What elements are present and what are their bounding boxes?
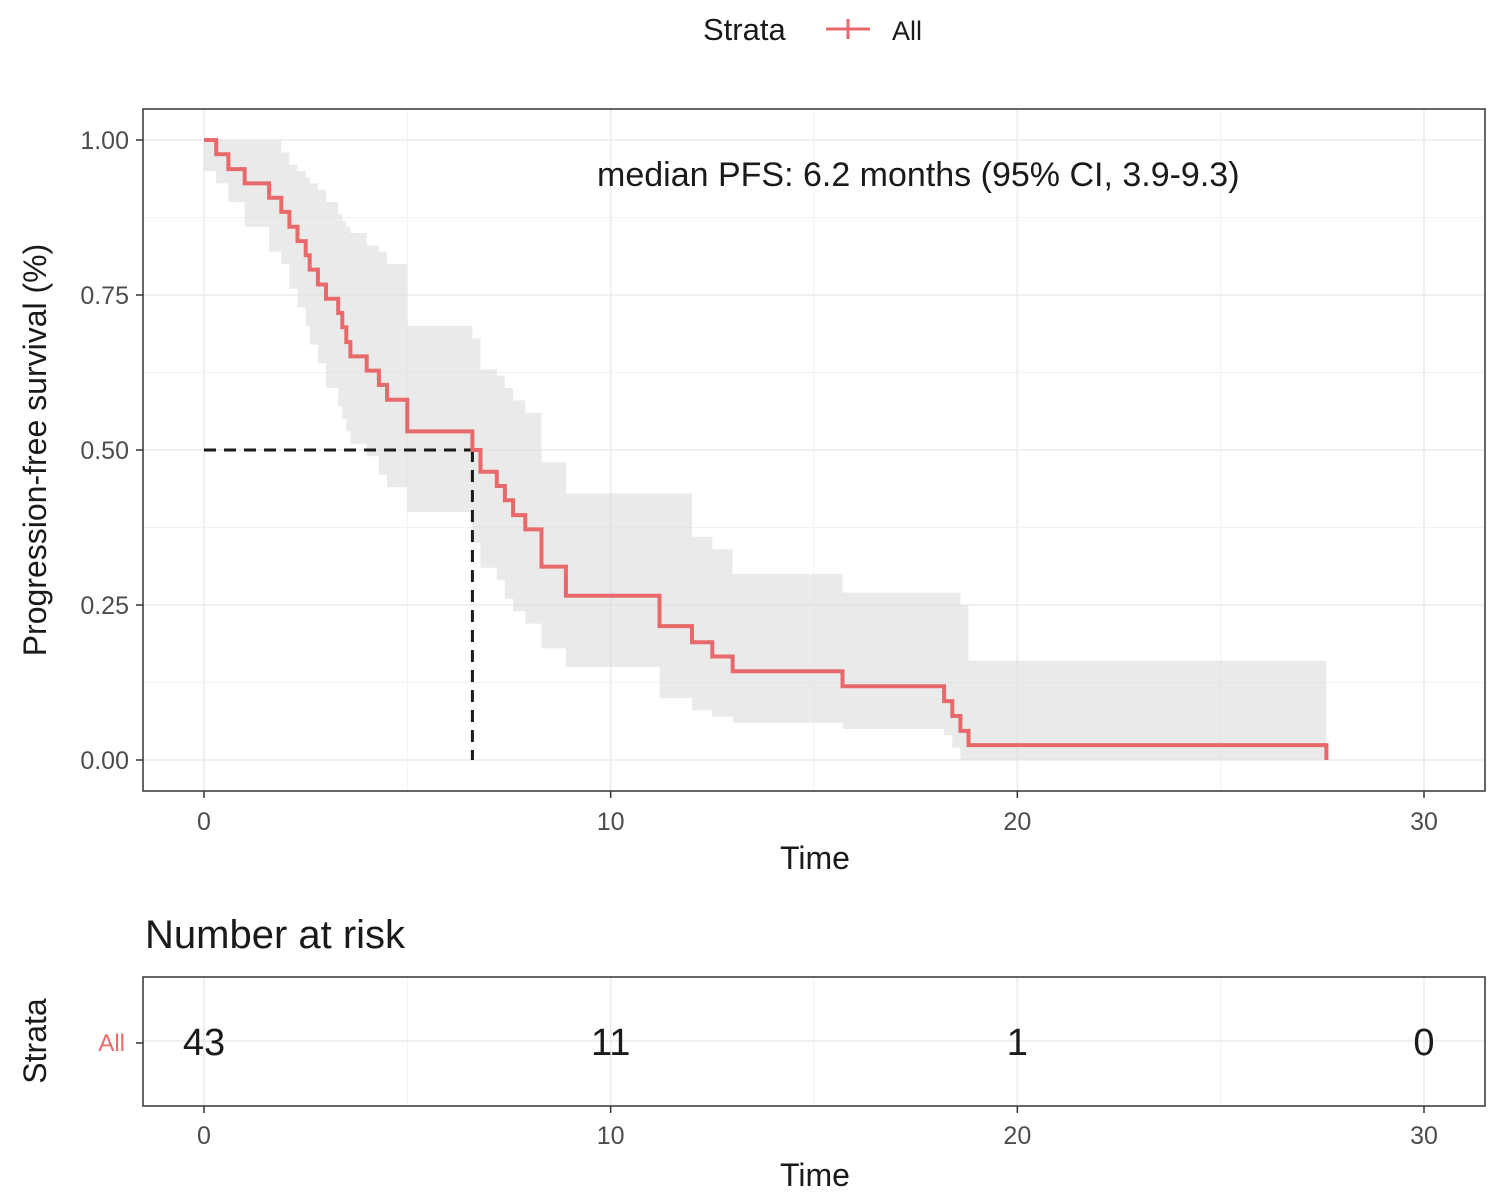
risk-y-axis-title: Strata — [17, 998, 53, 1084]
risk-x-tick-label: 20 — [1003, 1122, 1031, 1150]
y-tick-label: 0.50 — [80, 437, 129, 465]
y-axis-ticks: 0.00 0.25 0.50 0.75 1.00 — [80, 127, 143, 775]
legend-label: All — [892, 16, 922, 46]
legend: Strata All — [703, 12, 922, 47]
risk-x-tick-label: 0 — [197, 1122, 211, 1150]
risk-x-axis-ticks: 0 10 20 30 — [197, 1106, 1438, 1150]
risk-x-tick-label: 30 — [1410, 1122, 1438, 1150]
risk-value: 43 — [183, 1022, 225, 1064]
risk-table-panel: Number at risk 43 11 1 0 0 10 20 30 All Strata… — [17, 913, 1486, 1193]
risk-value: 0 — [1413, 1022, 1434, 1064]
x-axis-title: Time — [780, 840, 850, 876]
risk-table-title: Number at risk — [145, 913, 406, 957]
y-tick-label: 0.75 — [80, 282, 129, 310]
y-tick-label: 0.00 — [80, 747, 129, 775]
y-axis-title: Progression-free survival (%) — [17, 244, 53, 657]
x-tick-label: 20 — [1003, 808, 1031, 836]
x-tick-label: 10 — [597, 808, 625, 836]
risk-value: 11 — [591, 1022, 630, 1064]
risk-value: 1 — [1007, 1022, 1028, 1064]
survival-plot-panel: median PFS: 6.2 months (95% CI, 3.9-9.3)… — [17, 108, 1486, 876]
x-tick-label: 0 — [197, 808, 211, 836]
risk-values: 43 11 1 0 — [183, 1022, 1435, 1064]
risk-x-axis-title: Time — [780, 1157, 850, 1193]
y-tick-label: 1.00 — [80, 127, 129, 155]
risk-gridlines — [143, 977, 1485, 1106]
median-annotation: median PFS: 6.2 months (95% CI, 3.9-9.3) — [597, 156, 1240, 194]
x-tick-label: 30 — [1410, 808, 1438, 836]
risk-x-tick-label: 10 — [597, 1122, 625, 1150]
legend-title: Strata — [703, 12, 786, 47]
risk-panel-border — [142, 976, 1486, 1107]
y-tick-label: 0.25 — [80, 592, 129, 620]
x-axis-ticks: 0 10 20 30 — [197, 791, 1438, 836]
survival-curve-all — [204, 138, 1329, 760]
risk-row-label: All — [98, 1030, 125, 1057]
